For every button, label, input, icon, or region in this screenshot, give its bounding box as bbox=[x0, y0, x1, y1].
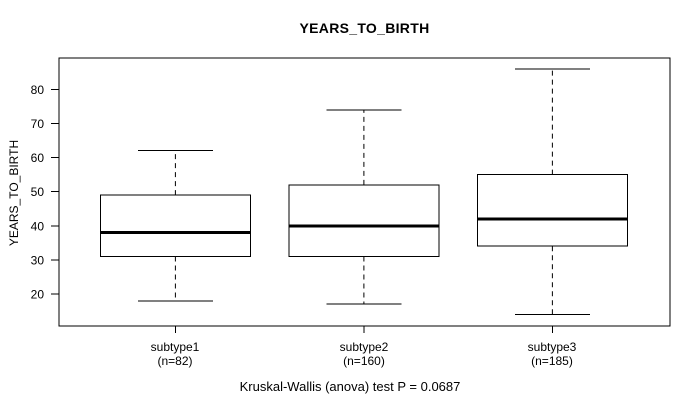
iqr-box-subtype2 bbox=[288, 184, 440, 257]
x-category-label-subtype1: subtype1 (n=82) bbox=[95, 340, 255, 368]
y-tick-label: 70 bbox=[31, 117, 45, 131]
y-tick-label: 60 bbox=[31, 151, 45, 165]
y-tick-label: 30 bbox=[31, 253, 45, 267]
y-tick-label: 40 bbox=[31, 219, 45, 233]
x-category-label-subtype3: subtype3 (n=185) bbox=[472, 340, 632, 368]
x-category-count: (n=160) bbox=[343, 353, 385, 368]
y-tick-label: 50 bbox=[31, 185, 45, 199]
x-category-name: subtype1 bbox=[150, 340, 200, 354]
x-category-label-subtype2: subtype2 (n=160) bbox=[284, 340, 444, 368]
x-category-count: (n=185) bbox=[531, 353, 573, 368]
iqr-box-subtype1 bbox=[99, 194, 251, 257]
kruskal-wallis-annotation: Kruskal-Wallis (anova) test P = 0.0687 bbox=[239, 379, 461, 394]
x-category-name: subtype2 bbox=[339, 340, 389, 354]
y-tick-label: 80 bbox=[31, 83, 45, 97]
y-tick-label: 20 bbox=[31, 287, 45, 301]
x-category-name: subtype3 bbox=[527, 340, 577, 354]
chart-title: YEARS_TO_BIRTH bbox=[299, 20, 430, 36]
x-category-count: (n=82) bbox=[157, 353, 193, 368]
iqr-box-subtype3 bbox=[476, 174, 628, 247]
